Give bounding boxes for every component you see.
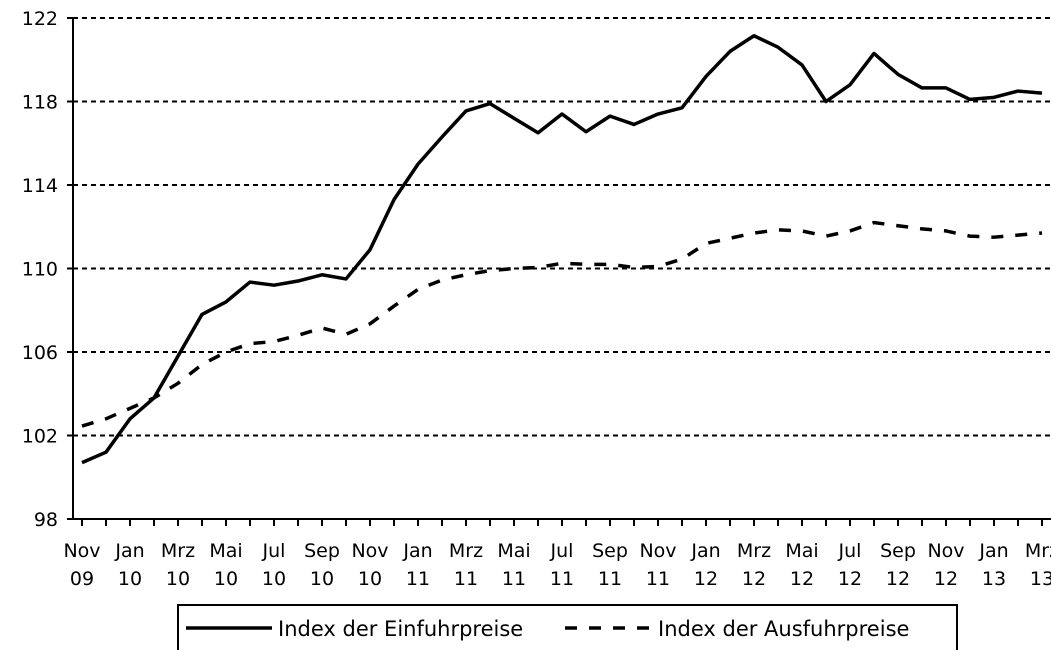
x-tick-label: Nov 11 (639, 540, 676, 590)
x-tick-label: Nov 10 (351, 540, 388, 590)
x-tick-label: Sep 10 (304, 540, 340, 590)
x-tick-label: Sep 11 (592, 540, 628, 590)
x-tick-label: Sep 12 (880, 540, 916, 590)
x-tick-label: Mrz 12 (737, 540, 771, 590)
x-tick-label: Jul 10 (262, 540, 287, 590)
series-line (81, 33, 1043, 465)
y-tick-label: 118 (22, 92, 58, 114)
y-tick-label: 122 (22, 8, 58, 30)
x-tick-label: Mai 10 (209, 540, 242, 590)
x-tick-label: Jul 11 (550, 540, 575, 590)
x-tick-label: Mrz13 (1025, 540, 1051, 590)
series-line (81, 220, 1043, 428)
x-tick-label: Nov 09 (63, 540, 100, 590)
x-tick-label: Jan 13 (978, 540, 1008, 590)
x-tick-label: Mai 11 (497, 540, 530, 590)
y-tick-label: 98 (34, 509, 58, 531)
y-tick-label: 106 (22, 342, 58, 364)
x-tick-label: Jan 10 (114, 540, 144, 590)
x-tick-label: Nov 12 (927, 540, 964, 590)
x-tick-label: Mrz 10 (161, 540, 195, 590)
legend-label: Index der Ausfuhrpreise (658, 617, 909, 641)
x-tick-label: Mrz 11 (449, 540, 483, 590)
legend-label: Index der Einfuhrpreise (278, 617, 523, 641)
x-tick-label: Jan 12 (690, 540, 720, 590)
y-tick-label: 102 (22, 426, 58, 448)
x-tick-label: Jan 11 (402, 540, 432, 590)
y-tick-label: 110 (22, 259, 58, 281)
x-tick-label: Mai 12 (785, 540, 818, 590)
x-tick-label: Jul 12 (838, 540, 863, 590)
y-tick-label: 114 (22, 175, 58, 197)
